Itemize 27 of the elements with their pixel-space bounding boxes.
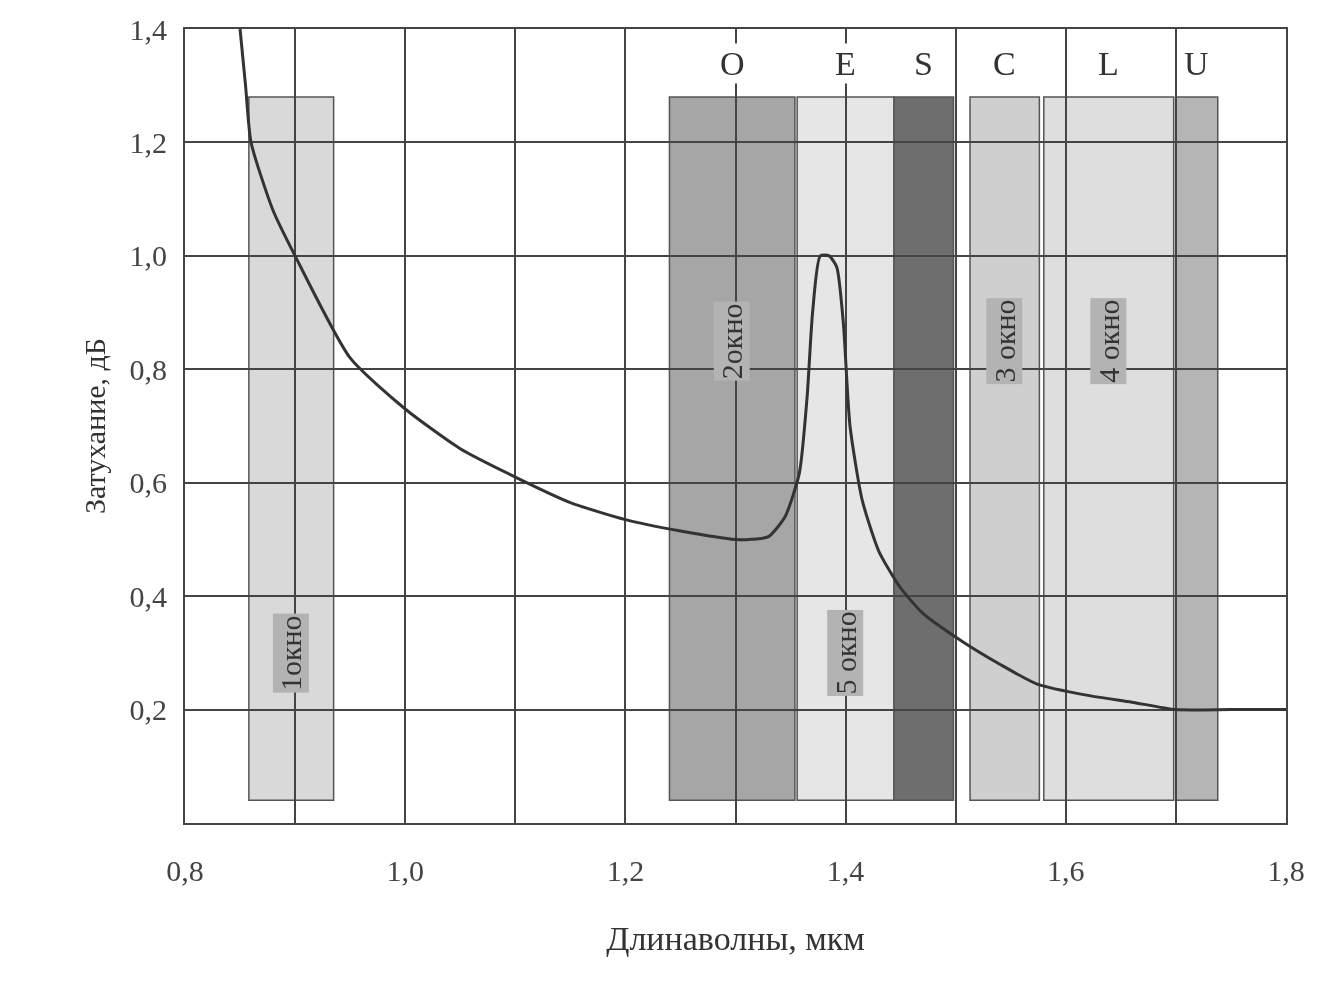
y-tick-label: 0,2 [129,693,167,727]
y-axis-title: Затухание, дБ [78,337,111,515]
y-tick-label: 0,4 [129,579,167,613]
annotation: S [914,45,933,82]
x-tick-label: 0,8 [166,854,204,887]
y-tick-label: 0,8 [129,352,167,386]
x-tick-label: 1,0 [386,854,424,887]
annotation: E [835,45,856,82]
annotation: C [993,45,1016,82]
band-label: 4 окно [1091,299,1125,383]
y-tick-label: 1,4 [129,12,167,46]
annotation: O [720,45,745,82]
annotation: U [1184,45,1209,82]
band-label: 2окно [715,303,749,380]
band-label: 3 окно [987,299,1021,383]
x-tick-label: 1,4 [826,854,865,887]
x-tick-label: 1,2 [606,854,645,887]
x-tick-label: 1,6 [1047,854,1085,887]
y-tick-label: 1,0 [129,239,167,273]
x-tick-label: 1,8 [1267,854,1305,887]
band-label: 5 окно [828,611,862,695]
band-label: 1окно [274,615,308,692]
x-axis-title: Длинаволны, мкм [606,919,865,957]
line-series [238,29,1286,712]
annotation: L [1098,45,1119,82]
y-tick-label: 1,2 [129,125,167,159]
y-tick-label: 0,6 [129,466,167,500]
